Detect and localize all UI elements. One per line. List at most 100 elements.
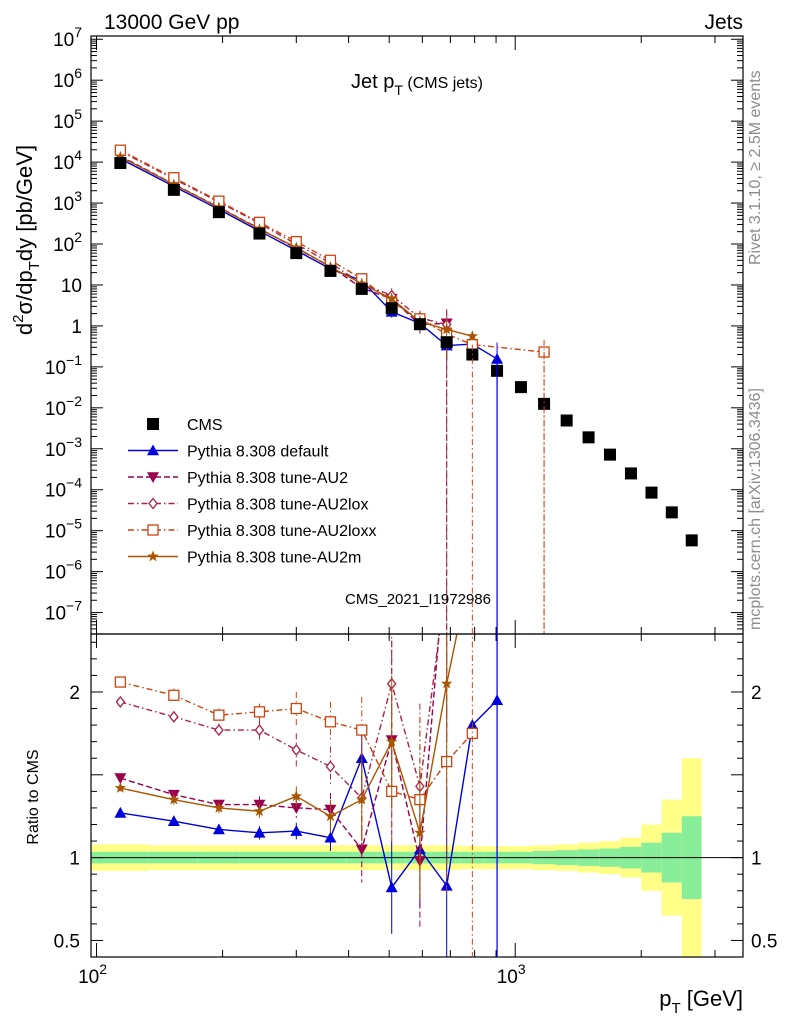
y-tick-label: 104: [53, 147, 82, 174]
y-tick-label: 107: [53, 24, 82, 51]
ratio-point: [253, 826, 266, 838]
y-tick-label: 10−7: [45, 598, 82, 625]
tick-base: 10: [53, 30, 74, 51]
top-series: [114, 144, 550, 634]
y-tick-label: 103: [53, 188, 82, 215]
ratio-point: [253, 706, 266, 718]
tick-exp: −1: [66, 352, 82, 368]
legend-marker: [147, 524, 159, 536]
ratio-point: [213, 801, 225, 813]
tick-base: 10: [497, 967, 518, 988]
x-label-sub: T: [671, 1000, 680, 1017]
data-point: [253, 227, 266, 240]
legend-marker: [147, 472, 159, 483]
legend-label: Pythia 8.308 tune-AU2loxx: [187, 523, 376, 540]
ratio-point: [414, 826, 426, 838]
y-tick-label: 10: [61, 276, 82, 297]
y-tick-label: 106: [53, 65, 82, 92]
ratio-point: [356, 793, 368, 805]
tick-base: 10: [45, 481, 66, 502]
top-point: [290, 241, 302, 253]
data-point: [355, 282, 368, 295]
ratio-point: [253, 805, 266, 817]
data-point: [413, 318, 426, 331]
tick-exp: 5: [74, 106, 82, 122]
ratio-point: [324, 716, 337, 728]
legend: CMS Pythia 8.308 default Pythia 8.308 tune…: [128, 417, 376, 567]
title-extra: (CMS jets): [403, 75, 483, 92]
x-label-unit: [GeV]: [681, 986, 743, 1011]
tick-exp: −6: [66, 557, 82, 573]
tick-base: 10: [53, 112, 74, 133]
ylabel-part: d: [12, 323, 37, 335]
ratio-point: [212, 823, 225, 835]
legend-label: Pythia 8.308 tune-AU2m: [187, 550, 361, 567]
ratio-point: [355, 844, 368, 856]
top-frame: [90, 35, 744, 635]
legend-marker: [147, 418, 159, 430]
ratio-tick-label-right: 2: [751, 683, 762, 704]
x-label-main: p: [659, 986, 671, 1011]
ratio-tick-label-right: 1: [751, 849, 762, 870]
data-point: [324, 264, 337, 277]
tick-base: 10: [45, 604, 66, 625]
ratio-tick-label-right: 0.5: [751, 931, 777, 952]
ratio-point: [325, 760, 336, 773]
legend-label: Pythia 8.308 tune-AU2lox: [187, 497, 368, 514]
x-tick-label: 102: [78, 961, 107, 988]
mcplots-label: mcplots.cern.ch [arXiv:1306.3436]: [747, 388, 764, 630]
ratio-tick-label-left: 0.5: [54, 931, 80, 952]
ratio-tick-label-left: 2: [69, 683, 80, 704]
ratio-point: [290, 702, 302, 715]
tick-exp: 6: [74, 65, 82, 81]
ratio-point: [169, 710, 179, 723]
tick-exp: 7: [74, 24, 82, 40]
ratio-point: [115, 695, 126, 708]
ratio-point: [114, 782, 127, 793]
ylabel-part: σ/dp: [12, 270, 37, 314]
plot-title: Jet pT (CMS jets): [351, 71, 483, 98]
ratio-panel: 2 2 1 1 0.5 0.5 Ratio to CMS: [25, 633, 777, 958]
ylabel-part: dy [pb/GeV]: [12, 145, 37, 261]
tick-exp: 2: [99, 961, 107, 977]
tick-base: 10: [45, 440, 66, 461]
tick-exp: −4: [66, 475, 82, 491]
rivet-label: Rivet 3.1.10, ≥ 2.5M events: [747, 70, 764, 265]
y-tick-label: 102: [53, 229, 82, 256]
y-tick-label: 10−3: [45, 434, 82, 461]
data-point: [290, 247, 303, 260]
data-point: [514, 381, 527, 394]
tick-exp: −7: [66, 598, 82, 614]
tick-exp: 3: [518, 961, 526, 977]
data-point: [582, 431, 595, 444]
top-point: [491, 352, 504, 364]
ratio-point: [213, 709, 225, 721]
ratio-point: [291, 743, 302, 756]
tick-base: 10: [45, 563, 66, 584]
ratio-point: [114, 676, 127, 688]
top-point: [114, 150, 127, 162]
y-tick-label: 1: [71, 317, 82, 338]
tick-base: 10: [78, 967, 99, 988]
tick-base: 10: [53, 153, 74, 174]
ratio-series: [114, 634, 504, 957]
header-right: Jets: [704, 11, 743, 34]
title-sub: T: [394, 82, 403, 98]
ylabel-sub: T: [26, 261, 43, 270]
ratio-tick-label-left: 1: [69, 849, 80, 870]
tick-exp: 2: [74, 229, 82, 245]
legend-marker: [148, 497, 158, 510]
ratio-point: [441, 677, 453, 689]
tick-base: 10: [53, 235, 74, 256]
top-line-3: [120, 149, 545, 353]
tick-exp: 4: [74, 147, 82, 163]
tick-exp: −3: [66, 434, 82, 450]
top-point: [386, 292, 398, 304]
ratio-point: [440, 879, 453, 891]
data-point: [560, 414, 573, 427]
tick-base: 10: [53, 194, 74, 215]
x-axis-label: pT [GeV]: [659, 986, 743, 1017]
x-tick-label: 103: [497, 961, 526, 988]
